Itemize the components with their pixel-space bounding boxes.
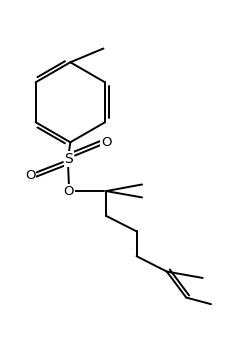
Text: O: O: [25, 169, 35, 182]
Text: O: O: [64, 185, 74, 197]
Text: S: S: [64, 152, 73, 166]
Text: O: O: [100, 136, 111, 149]
